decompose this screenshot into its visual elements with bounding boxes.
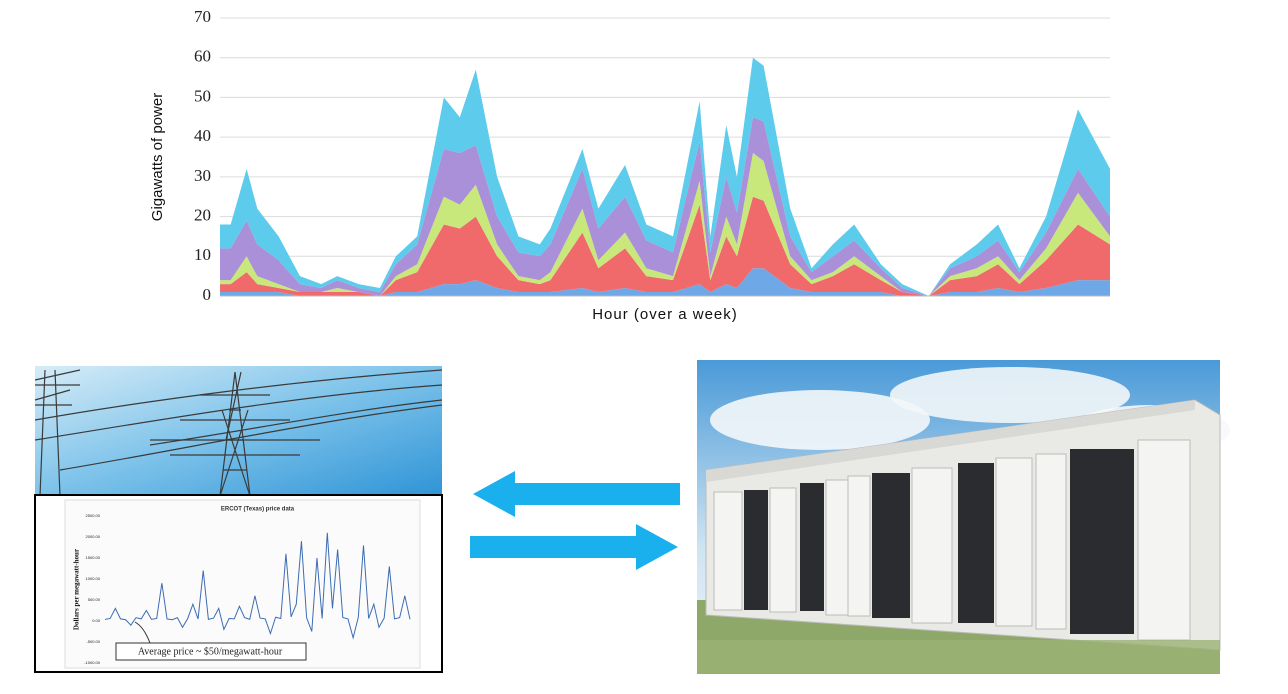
y-axis-label: Gigawatts of power — [149, 93, 166, 221]
chart-title: ERCOT (Texas) price data — [221, 507, 295, 513]
power-line-photo — [34, 366, 443, 673]
y-tick-label: -500.00 — [86, 639, 100, 644]
y-tick-label: 70 — [194, 7, 211, 26]
y-tick-label: -1000.00 — [84, 660, 101, 665]
y-tick-label: 2500.00 — [86, 513, 101, 518]
y-tick-label: 1000.00 — [86, 576, 101, 581]
stacked-area — [220, 153, 1110, 296]
arrows — [470, 471, 680, 570]
y-tick-label: 10 — [194, 245, 211, 264]
price-line — [104, 532, 411, 640]
annotation: Average price ~ $50/megawatt-hour — [138, 646, 283, 657]
stacked-area — [220, 196, 1110, 296]
y-tick-label: 1500.00 — [86, 555, 101, 560]
y-tick-label: 40 — [194, 126, 211, 145]
stacked-area — [220, 268, 1110, 296]
y-axis-label: Dollars per megawatt-hour — [73, 549, 81, 630]
y-tick-label: 20 — [194, 205, 211, 224]
stacked-area — [220, 117, 1110, 297]
y-tick-label: 60 — [194, 47, 211, 66]
y-tick-label: 30 — [194, 166, 211, 185]
y-tick-label: 2000.00 — [86, 534, 101, 539]
y-tick-label: 500.00 — [88, 597, 101, 602]
stacked-area — [220, 57, 1110, 296]
y-tick-label: 50 — [194, 86, 211, 105]
x-axis-label: Hour (over a week) — [592, 306, 738, 323]
charts: 0 10 20 30 40 50 60 70 Gigawatts of power Hour (o… — [73, 7, 1110, 665]
y-tick-label: 0 — [203, 285, 212, 304]
y-tick-label: 0.00 — [92, 618, 101, 623]
battery-photo — [697, 360, 1230, 674]
